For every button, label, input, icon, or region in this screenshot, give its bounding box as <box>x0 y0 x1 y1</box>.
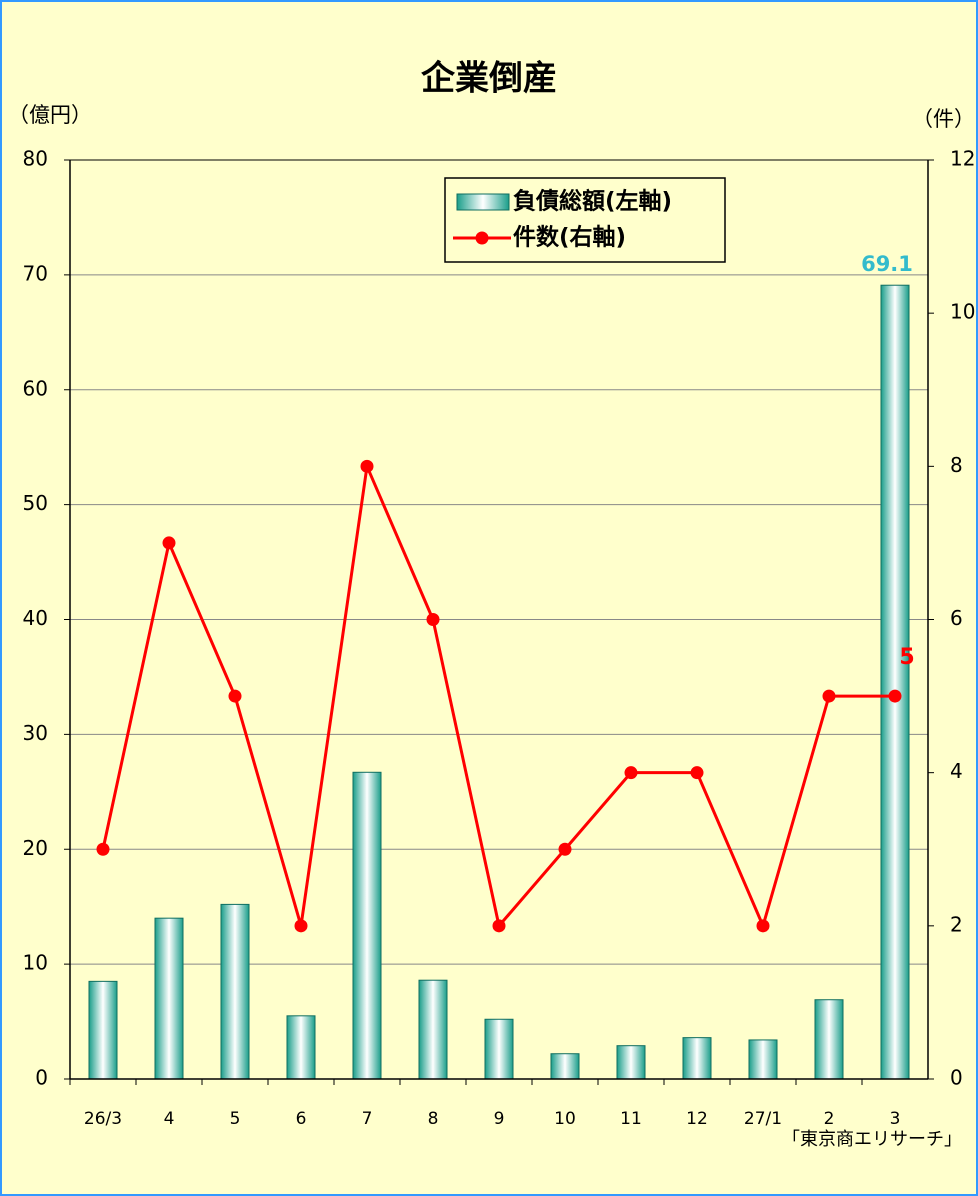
y-tick-label: 20 <box>23 836 48 860</box>
line-point <box>690 766 704 780</box>
x-tick-label: 27/1 <box>744 1109 782 1129</box>
data-label: 69.1 <box>861 252 913 276</box>
line-point <box>756 919 770 933</box>
x-tick-label: 7 <box>362 1109 373 1129</box>
line-point <box>96 842 110 856</box>
x-tick-label: 12 <box>686 1109 708 1129</box>
line-point <box>228 689 242 703</box>
bar <box>286 1015 316 1080</box>
bar <box>748 1039 778 1080</box>
x-tick-label: 26/3 <box>84 1109 122 1129</box>
x-tick-label: 8 <box>428 1109 439 1129</box>
x-tick-label: 10 <box>554 1109 576 1129</box>
y2-tick-label: 8 <box>950 453 963 477</box>
legend-box <box>444 177 726 263</box>
legend-label: 負債総額(左軸) <box>513 188 672 215</box>
bar <box>88 980 118 1080</box>
line-point <box>426 613 440 626</box>
x-tick-label: 6 <box>296 1109 307 1129</box>
y2-axis-label: （件） <box>912 107 975 131</box>
y-tick-label: 0 <box>35 1066 48 1090</box>
y-tick-label: 60 <box>23 376 48 400</box>
x-tick-label: 11 <box>620 1109 642 1129</box>
x-tick-label: 9 <box>494 1109 505 1129</box>
line-point <box>822 689 836 703</box>
bar <box>682 1037 712 1080</box>
bar <box>880 284 910 1080</box>
line-point <box>360 459 374 473</box>
line-point <box>558 842 572 856</box>
bar <box>154 917 184 1080</box>
bar <box>550 1053 580 1080</box>
bar <box>352 771 382 1080</box>
y2-tick-label: 2 <box>950 912 963 936</box>
chart-title: 企業倒産 <box>421 59 557 99</box>
y-tick-label: 40 <box>23 606 48 630</box>
bar <box>220 903 250 1080</box>
bar <box>484 1018 514 1080</box>
bar <box>418 979 448 1080</box>
line-point <box>162 536 176 550</box>
legend-swatch <box>456 193 510 211</box>
x-tick-label: 5 <box>230 1109 241 1129</box>
legend-label: 件数(右軸) <box>513 224 626 251</box>
x-tick-label: 3 <box>890 1109 901 1129</box>
x-tick-label: 2 <box>824 1109 835 1129</box>
bar <box>616 1045 646 1080</box>
source: 「東京商エリサーチ」 <box>782 1129 962 1150</box>
y2-tick-label: 10 <box>950 300 975 324</box>
line-point <box>888 689 902 703</box>
y-tick-label: 70 <box>23 261 48 285</box>
data-label: 5 <box>899 645 914 670</box>
y-tick-label: 30 <box>23 721 48 745</box>
y-tick-label: 80 <box>23 147 48 171</box>
bar <box>814 999 844 1080</box>
y2-tick-label: 0 <box>950 1066 963 1090</box>
line-point <box>492 919 506 933</box>
y-tick-label: 10 <box>23 951 48 975</box>
y2-tick-label: 4 <box>950 759 963 783</box>
line-point <box>624 766 638 780</box>
y-axis-label: （億円） <box>8 103 92 127</box>
x-tick-label: 4 <box>164 1109 175 1129</box>
y2-tick-label: 12 <box>950 147 975 171</box>
line-point <box>294 919 308 933</box>
y2-tick-label: 6 <box>950 606 963 630</box>
y-tick-label: 50 <box>23 491 48 515</box>
legend-swatch-point <box>475 231 489 245</box>
